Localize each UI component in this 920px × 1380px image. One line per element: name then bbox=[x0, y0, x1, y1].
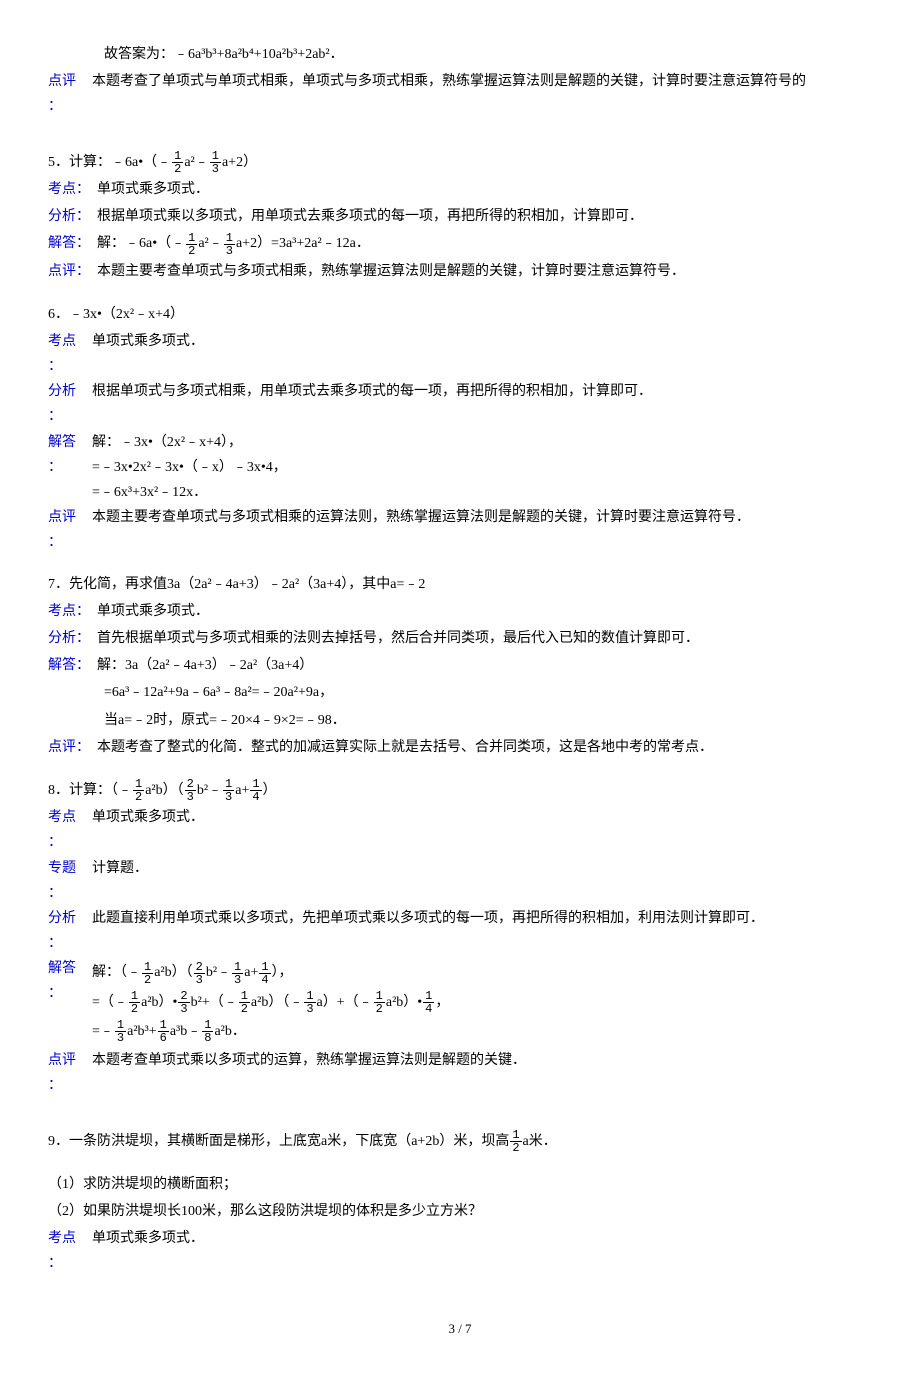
q8-fenxi: 分析： 此题直接利用单项式乘以多项式，先把单项式乘以多项式的每一项，再把所得的积… bbox=[48, 906, 872, 956]
q6-dianping: 点评： 本题主要考查单项式与多项式相乘的运算法则，熟练掌握运算法则是解题的关键，… bbox=[48, 505, 872, 555]
q5-kaodian: 考点： 单项式乘多项式． bbox=[48, 177, 872, 202]
q9-kaodian: 考点： 单项式乘多项式． bbox=[48, 1226, 872, 1276]
top-review-text: 本题考查了单项式与单项式相乘，单项式与多项式相乘，熟练掌握运算法则是解题的关键，… bbox=[92, 69, 872, 94]
q7-kaodian: 考点： 单项式乘多项式． bbox=[48, 599, 872, 624]
q7-title: 7．先化简，再求值3a（2a²﹣4a+3）﹣2a²（3a+4），其中a=﹣2 bbox=[48, 572, 872, 597]
q5-title: 5．计算：﹣6a•（﹣12a²﹣13a+2） bbox=[48, 150, 872, 175]
q7-dianping: 点评： 本题考查了整式的化简．整式的加减运算实际上就是去括号、合并同类项，这是各… bbox=[48, 735, 872, 760]
q6-fenxi: 分析： 根据单项式与多项式相乘，用单项式去乘多项式的每一项，再把所得的积相加，计… bbox=[48, 379, 872, 429]
q7-fenxi: 分析： 首先根据单项式与多项式相乘的法则去掉括号，然后合并同类项，最后代入已知的… bbox=[48, 626, 872, 651]
q7-jieda-l1: 解答： 解：3a（2a²﹣4a+3）﹣2a²（3a+4） bbox=[48, 653, 872, 678]
q5-jieda: 解答： 解：﹣6a•（﹣12a²﹣13a+2）=3a³+2a²﹣12a． bbox=[48, 231, 872, 256]
q6-jieda: 解答： 解：﹣3x•（2x²﹣x+4）， =﹣3x•2x²﹣3x•（﹣x）﹣3x… bbox=[48, 430, 872, 506]
q8-kaodian: 考点： 单项式乘多项式． bbox=[48, 805, 872, 855]
q7-jieda-l2: =6a³﹣12a²+9a﹣6a³﹣8a²=﹣20a²+9a， bbox=[48, 680, 872, 705]
q9-sub1: （1）求防洪堤坝的横断面积； bbox=[48, 1172, 872, 1197]
q8-jieda: 解答： 解：（﹣12a²b）（23b²﹣13a+14）， =（﹣12a²b）•2… bbox=[48, 956, 872, 1048]
q8-zhuanti: 专题： 计算题． bbox=[48, 856, 872, 906]
label-dianping: 点评： bbox=[48, 69, 92, 119]
top-answer: 故答案为：﹣6a³b³+8a²b⁴+10a²b³+2ab²． bbox=[48, 42, 872, 67]
page-number: 3 / 7 bbox=[48, 1317, 872, 1340]
q9-title: 9．一条防洪堤坝，其横断面是梯形，上底宽a米，下底宽（a+2b）米，坝高12a米… bbox=[48, 1129, 872, 1154]
q6-kaodian: 考点： 单项式乘多项式． bbox=[48, 329, 872, 379]
q5-dianping: 点评： 本题主要考查单项式与多项式相乘，熟练掌握运算法则是解题的关键，计算时要注… bbox=[48, 259, 872, 284]
top-review-row: 点评： 本题考查了单项式与单项式相乘，单项式与多项式相乘，熟练掌握运算法则是解题… bbox=[48, 69, 872, 119]
q6-title: 6．﹣3x•（2x²﹣x+4） bbox=[48, 302, 872, 327]
q9-sub2: （2）如果防洪堤坝长100米，那么这段防洪堤坝的体积是多少立方米？ bbox=[48, 1199, 872, 1224]
q8-title: 8．计算：（﹣12a²b）（23b²﹣13a+14） bbox=[48, 778, 872, 803]
q7-jieda-l3: 当a=﹣2时，原式=﹣20×4﹣9×2=﹣98． bbox=[48, 708, 872, 733]
q5-fenxi: 分析： 根据单项式乘以多项式，用单项式去乘多项式的每一项，再把所得的积相加，计算… bbox=[48, 204, 872, 229]
q8-dianping: 点评： 本题考查单项式乘以多项式的运算，熟练掌握运算法则是解题的关键． bbox=[48, 1048, 872, 1098]
